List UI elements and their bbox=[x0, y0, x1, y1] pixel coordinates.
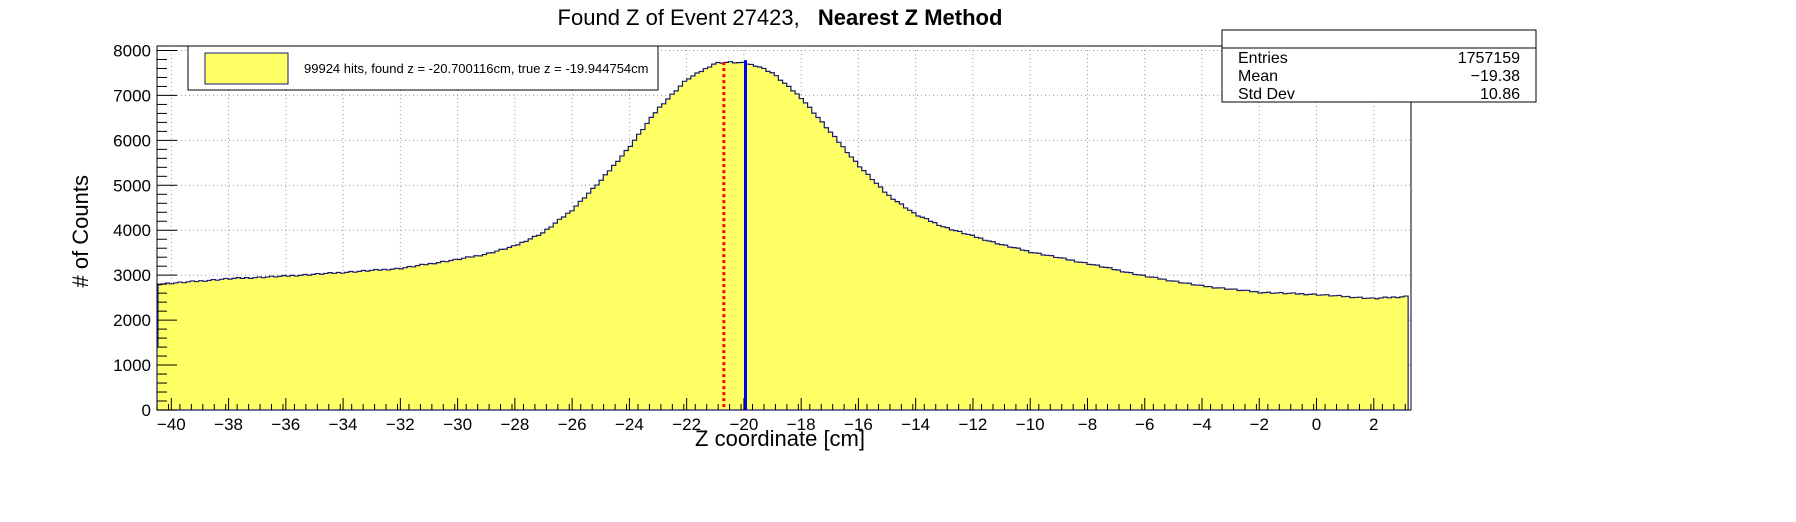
y-tick-label: 5000 bbox=[113, 176, 151, 195]
y-tick-label: 3000 bbox=[113, 266, 151, 285]
x-tick-label: −12 bbox=[959, 415, 988, 434]
axes: −40 −38 −36 −34 −32 −30 −28 −26 −24 −22 −20 −18 −16−… bbox=[113, 41, 1406, 434]
stats-value: 10.86 bbox=[1480, 86, 1520, 103]
x-tick-label: −2 bbox=[1250, 415, 1269, 434]
x-tick-label: −40 bbox=[157, 415, 186, 434]
x-tick-label: −24 bbox=[615, 415, 644, 434]
legend-swatch bbox=[204, 52, 289, 85]
x-tick-label: −8 bbox=[1078, 415, 1097, 434]
y-tick-label: 4000 bbox=[113, 221, 151, 240]
y-tick-label: 2000 bbox=[113, 311, 151, 330]
marker-lines bbox=[722, 60, 747, 410]
y-axis-title: # of Counts bbox=[68, 175, 93, 288]
x-tick-label: −22 bbox=[672, 415, 701, 434]
x-tick-label: −4 bbox=[1192, 415, 1211, 434]
x-tick-label: −10 bbox=[1016, 415, 1045, 434]
stats-label: Entries bbox=[1238, 50, 1288, 67]
chart-title: Found Z of Event 27423, Nearest Z Method bbox=[558, 5, 1003, 30]
stats-value: 1757159 bbox=[1458, 50, 1520, 67]
legend-entry: 99924 hits, found z = -20.700116cm, true… bbox=[304, 61, 648, 76]
y-tick-label: 1000 bbox=[113, 356, 151, 375]
x-tick-label: −32 bbox=[386, 415, 415, 434]
y-tick-label: 7000 bbox=[113, 86, 151, 105]
stats-value: −19.38 bbox=[1471, 68, 1520, 85]
stats-box: Entries 1757159 Mean −19.38 Std Dev 10.86 bbox=[1221, 29, 1537, 103]
stats-label: Mean bbox=[1238, 68, 1278, 85]
stats-label: Std Dev bbox=[1238, 86, 1295, 103]
x-tick-label: −14 bbox=[901, 415, 930, 434]
x-tick-label: −16 bbox=[844, 415, 873, 434]
y-tick-label: 0 bbox=[142, 401, 151, 420]
x-tick-label: 2 bbox=[1369, 415, 1378, 434]
x-tick-label: −38 bbox=[214, 415, 243, 434]
y-tick-label: 8000 bbox=[113, 41, 151, 60]
histogram-layer bbox=[156, 61, 1409, 411]
x-tick-label: −36 bbox=[271, 415, 300, 434]
stats-frame bbox=[1221, 29, 1537, 103]
x-tick-label: −20 bbox=[729, 415, 758, 434]
x-tick-label: −26 bbox=[558, 415, 587, 434]
chart-title-main: Found Z of Event 27423, bbox=[558, 5, 800, 30]
x-tick-label: −34 bbox=[329, 415, 358, 434]
x-tick-label: 0 bbox=[1312, 415, 1321, 434]
y-tick-label: 6000 bbox=[113, 131, 151, 150]
x-axis-title: Z coordinate [cm] bbox=[695, 426, 865, 451]
legend: 99924 hits, found z = -20.700116cm, true… bbox=[187, 45, 659, 91]
x-tick-label: −30 bbox=[443, 415, 472, 434]
x-tick-label: −6 bbox=[1135, 415, 1154, 434]
x-tick-label: −18 bbox=[787, 415, 816, 434]
chart-title-method: Nearest Z Method bbox=[818, 5, 1003, 30]
x-tick-label: −28 bbox=[500, 415, 529, 434]
histogram-bars bbox=[156, 61, 1409, 411]
